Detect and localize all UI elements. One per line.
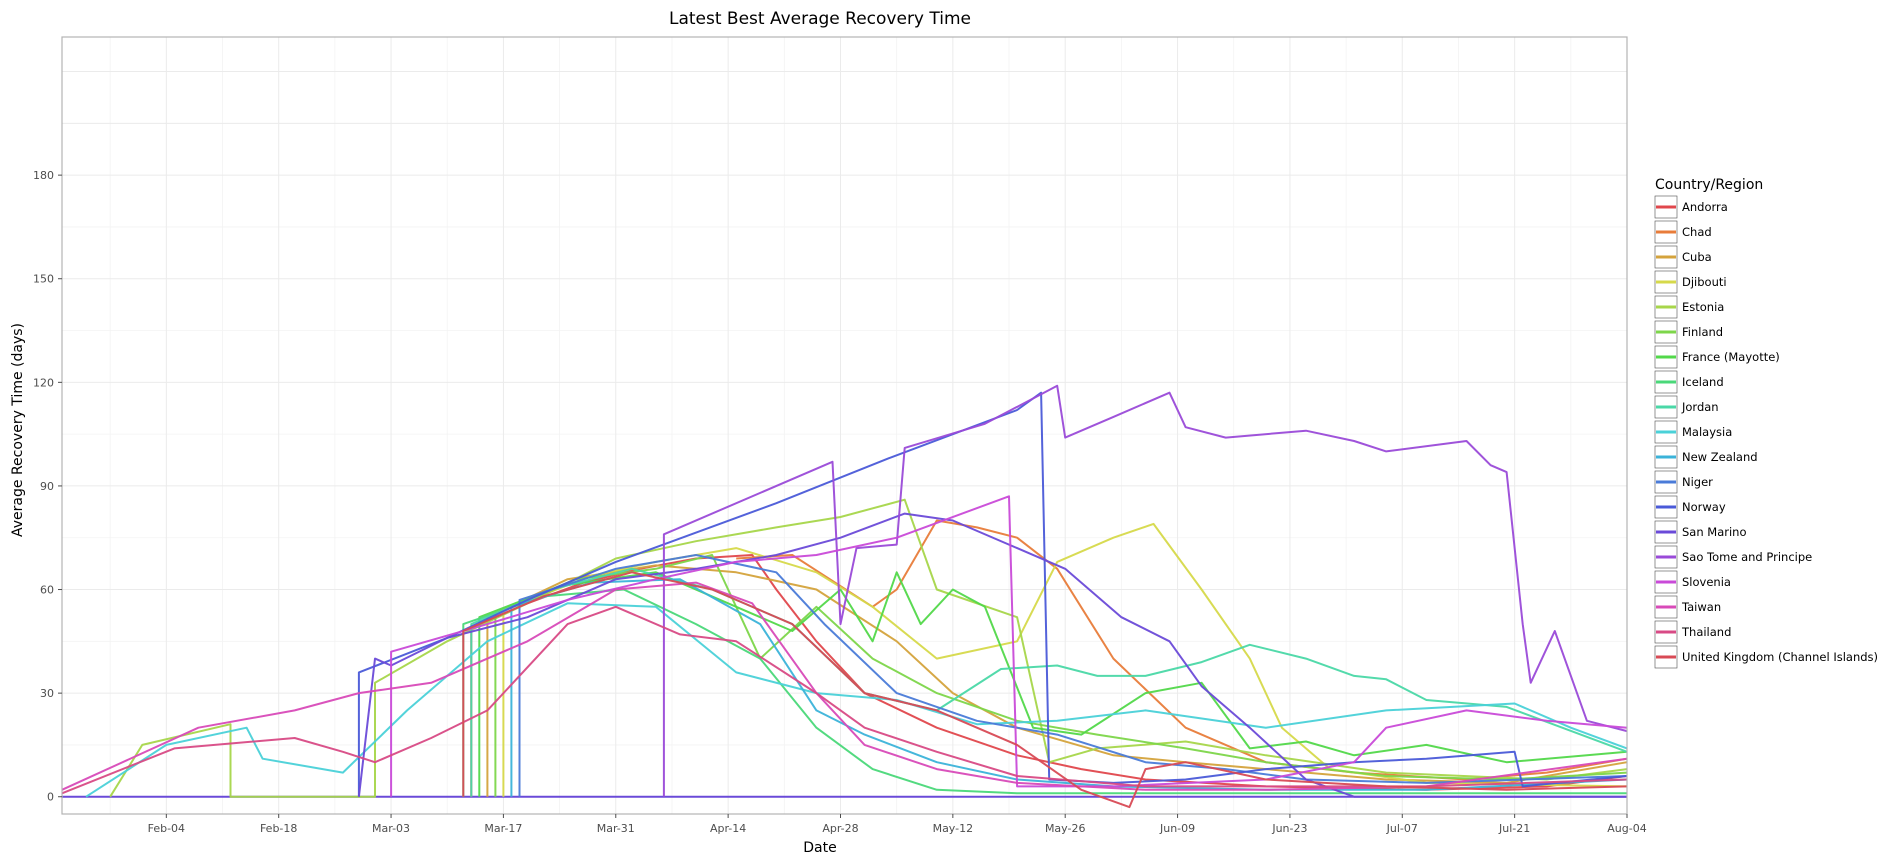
x-tick-label: Aug-04 [1607, 822, 1646, 835]
minor-gridlines [62, 37, 1627, 814]
legend-label: Finland [1682, 325, 1723, 339]
legend-label: Thailand [1681, 625, 1731, 639]
legend-item: Malaysia [1654, 420, 1732, 444]
legend-item: Estonia [1654, 295, 1724, 319]
legend-item: Finland [1654, 320, 1723, 344]
x-axis-title: Date [803, 840, 836, 856]
legend-title: Country/Region [1655, 177, 1763, 193]
legend-item: Thailand [1654, 620, 1731, 644]
legend-label: New Zealand [1682, 450, 1758, 464]
y-tick-label: 0 [47, 791, 54, 804]
y-axis-title: Average Recovery Time (days) [10, 323, 26, 537]
legend-label: Iceland [1682, 375, 1724, 389]
y-tick-label: 180 [33, 169, 54, 182]
series-line-united-kingdom-channel-islands [462, 571, 1628, 809]
series-line-france-mayotte [478, 571, 1628, 797]
x-tick-label: Jul-21 [1498, 822, 1530, 835]
y-tick-label: 60 [40, 584, 54, 597]
chart-title: Latest Best Average Recovery Time [669, 9, 971, 29]
series-line-norway [357, 391, 1628, 797]
legend-items: Andorra Chad Cuba Djibouti Estonia Finland Fra… [1654, 195, 1878, 669]
legend-item: Andorra [1654, 195, 1728, 219]
series-line-malaysia [85, 602, 1628, 798]
legend-label: Estonia [1682, 300, 1724, 314]
legend-item: Sao Tome and Principe [1654, 545, 1812, 569]
y-tick-label: 120 [33, 376, 54, 389]
legend-label: Niger [1682, 475, 1713, 489]
series-line-estonia [109, 498, 1628, 798]
legend-item: Slovenia [1654, 570, 1731, 594]
x-tick-label: Feb-18 [260, 822, 297, 835]
legend-item: San Marino [1654, 520, 1747, 544]
legend-label: Taiwan [1681, 600, 1721, 614]
legend-item: New Zealand [1654, 445, 1758, 469]
x-tick-label: Jun-09 [1159, 822, 1195, 835]
series-lines [61, 384, 1628, 809]
legend-item: France (Mayotte) [1654, 345, 1780, 369]
legend-label: Jordan [1681, 400, 1719, 414]
legend-item: Taiwan [1654, 595, 1721, 619]
x-tick-label: Feb-04 [148, 822, 185, 835]
legend-label: Malaysia [1682, 425, 1732, 439]
legend-label: Andorra [1682, 200, 1728, 214]
legend-label: Norway [1682, 500, 1726, 514]
y-tick-label: 90 [40, 480, 54, 493]
legend-label: Djibouti [1682, 275, 1727, 289]
legend-label: United Kingdom (Channel Islands) [1682, 650, 1878, 664]
series-line-jordan [470, 567, 1628, 797]
x-tick-label: Apr-14 [710, 822, 746, 835]
y-tick-label: 30 [40, 687, 54, 700]
legend-item: Jordan [1654, 395, 1719, 419]
y-axis-ticks: 0 30 60 90 120 150 180 [33, 169, 62, 804]
plot-area [61, 36, 1628, 815]
legend-label: Slovenia [1682, 575, 1731, 589]
legend-label: France (Mayotte) [1682, 350, 1780, 364]
x-tick-label: Jul-07 [1386, 822, 1418, 835]
x-tick-label: Mar-31 [597, 822, 635, 835]
series-line-taiwan [61, 581, 1628, 791]
plot-border [61, 36, 1628, 815]
x-tick-label: May-12 [933, 822, 974, 835]
legend-label: Sao Tome and Principe [1682, 550, 1812, 564]
legend-label: Chad [1682, 225, 1712, 239]
legend-item: United Kingdom (Channel Islands) [1654, 645, 1878, 669]
x-axis-ticks: Feb-04 Feb-18 Mar-03 Mar-17 Mar-31 Apr-14 Apr-… [148, 814, 1647, 835]
legend-label: San Marino [1682, 525, 1747, 539]
x-tick-label: Jun-23 [1271, 822, 1307, 835]
x-tick-label: Apr-28 [822, 822, 858, 835]
legend-item: Djibouti [1654, 270, 1727, 294]
x-tick-label: May-26 [1045, 822, 1086, 835]
plot-panel [62, 37, 1627, 814]
x-tick-label: Mar-17 [484, 822, 522, 835]
legend: Country/Region Andorra Chad Cuba Djibouti Es… [1654, 177, 1878, 669]
legend-label: Cuba [1682, 250, 1712, 264]
series-line-thailand [61, 605, 1628, 795]
series-line-sao-tome-and-principe [662, 384, 1628, 797]
legend-item: Iceland [1654, 370, 1724, 394]
legend-item: Niger [1654, 470, 1713, 494]
x-tick-label: Mar-03 [372, 822, 410, 835]
y-tick-label: 150 [33, 273, 54, 286]
series-line-slovenia [390, 495, 1628, 797]
series-line-san-marino [357, 512, 1627, 798]
legend-item: Chad [1654, 220, 1712, 244]
legend-item: Cuba [1654, 245, 1712, 269]
series-line-niger [518, 554, 1628, 797]
legend-item: Norway [1654, 495, 1726, 519]
series-line-finland [494, 554, 1628, 797]
